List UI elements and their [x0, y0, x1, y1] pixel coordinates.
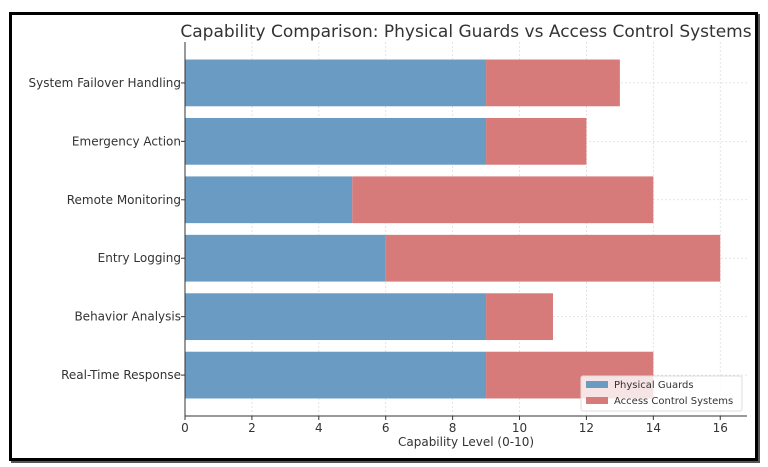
y-tick-label: Real-Time Response: [61, 368, 181, 382]
x-tick-label: 10: [512, 421, 527, 435]
bar-physical-guards: [185, 351, 487, 399]
legend-swatch: [586, 397, 608, 404]
bar-physical-guards: [185, 59, 487, 107]
bar-physical-guards: [185, 176, 353, 224]
x-tick-label: 0: [181, 421, 189, 435]
x-tick-label: 2: [248, 421, 256, 435]
legend-label: Access Control Systems: [614, 396, 733, 407]
y-tick-label: Remote Monitoring: [67, 193, 181, 207]
y-tick-label: Emergency Action: [72, 134, 181, 148]
y-tick-label: System Failover Handling: [29, 76, 181, 90]
bar-access-control-systems: [385, 234, 721, 282]
bar-physical-guards: [185, 117, 487, 165]
y-tick-label: Entry Logging: [98, 251, 181, 265]
x-tick-label: 14: [646, 421, 661, 435]
legend-swatch: [586, 381, 608, 388]
bar-access-control-systems: [352, 176, 654, 224]
x-tick-label: 6: [382, 421, 390, 435]
bar-access-control-systems: [486, 293, 553, 341]
x-tick-label: 12: [579, 421, 594, 435]
x-tick-label: 16: [713, 421, 728, 435]
bar-physical-guards: [185, 293, 487, 341]
chart-frame: [9, 12, 758, 461]
x-axis-label: Capability Level (0-10): [398, 435, 534, 449]
bar-physical-guards: [185, 234, 386, 282]
x-tick-label: 8: [449, 421, 457, 435]
bar-access-control-systems: [486, 59, 620, 107]
bar-access-control-systems: [486, 117, 587, 165]
y-tick-label: Behavior Analysis: [74, 310, 181, 324]
chart-title: Capability Comparison: Physical Guards v…: [180, 22, 751, 42]
x-tick-label: 4: [315, 421, 323, 435]
legend-box: [580, 375, 743, 412]
legend-label: Physical Guards: [614, 380, 694, 391]
